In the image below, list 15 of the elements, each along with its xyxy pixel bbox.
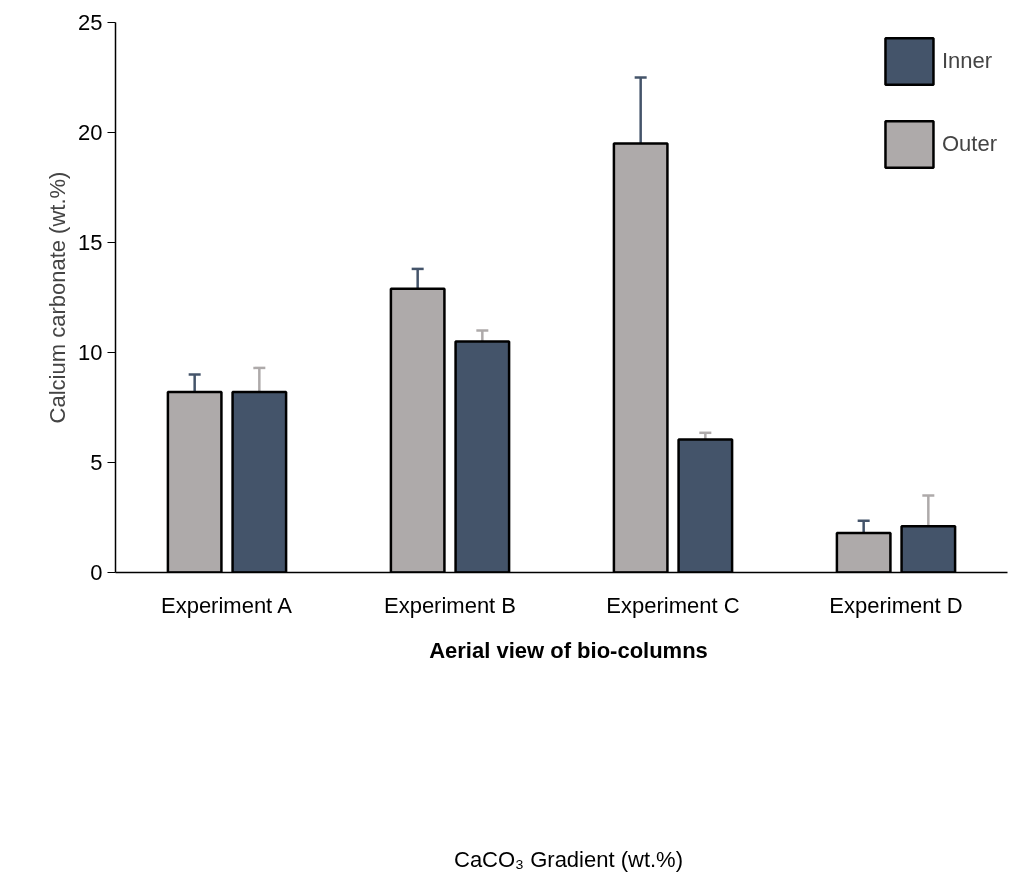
x-tick-label: Experiment A bbox=[160, 592, 293, 618]
text: CaCO₃ Gradient (wt.%) bbox=[453, 847, 684, 872]
y-tick-label: 15 bbox=[78, 230, 103, 255]
legend-label: Outer bbox=[941, 131, 997, 157]
y-tick-label: 25 bbox=[78, 10, 103, 35]
x-tick-label: Experiment C bbox=[606, 592, 740, 618]
x-tick-label: Experiment B bbox=[383, 592, 517, 618]
text: Aerial view of bio-columns bbox=[429, 638, 708, 663]
legend-label: Inner bbox=[941, 48, 993, 74]
x-tick-label: Experiment D bbox=[829, 592, 963, 618]
y-tick-label: 10 bbox=[78, 340, 103, 365]
y-tick-label: 5 bbox=[90, 450, 103, 475]
y-axis-title: Calcium carbonate (wt.%) bbox=[45, 171, 71, 424]
y-tick-label: 20 bbox=[78, 120, 103, 145]
y-tick-label: 0 bbox=[90, 560, 103, 585]
